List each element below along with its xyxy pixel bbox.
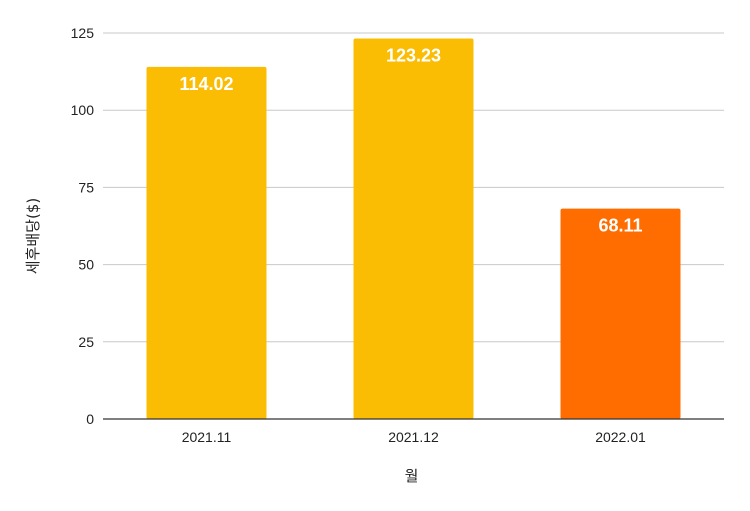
y-axis-ticks: 0 25 50 75 100 125 <box>71 25 95 427</box>
bar-2021.12 <box>353 38 474 419</box>
bar-value-label: 123.23 <box>386 45 441 65</box>
x-tick-label: 2021.12 <box>388 429 439 445</box>
y-tick-label: 100 <box>71 102 95 118</box>
bars <box>146 38 681 419</box>
y-axis-title: 세후배당($) <box>24 198 42 274</box>
x-tick-label: 2021.11 <box>182 429 232 445</box>
x-tick-label: 2022.01 <box>595 429 646 445</box>
bar-value-label: 68.11 <box>598 216 642 236</box>
x-axis-ticks: 2021.11 2021.12 2022.01 <box>182 429 646 445</box>
bar-value-label: 114.02 <box>179 74 233 94</box>
y-tick-label: 125 <box>71 25 95 41</box>
bar-2022.01 <box>560 208 681 419</box>
y-tick-label: 50 <box>78 257 94 273</box>
x-axis-title: 월 <box>405 467 419 485</box>
y-tick-label: 0 <box>86 411 94 427</box>
y-tick-label: 25 <box>78 334 94 350</box>
bar-2021.11 <box>146 66 267 419</box>
y-tick-label: 75 <box>78 179 94 195</box>
bar-value-labels: 114.02 123.23 68.11 <box>179 45 642 235</box>
